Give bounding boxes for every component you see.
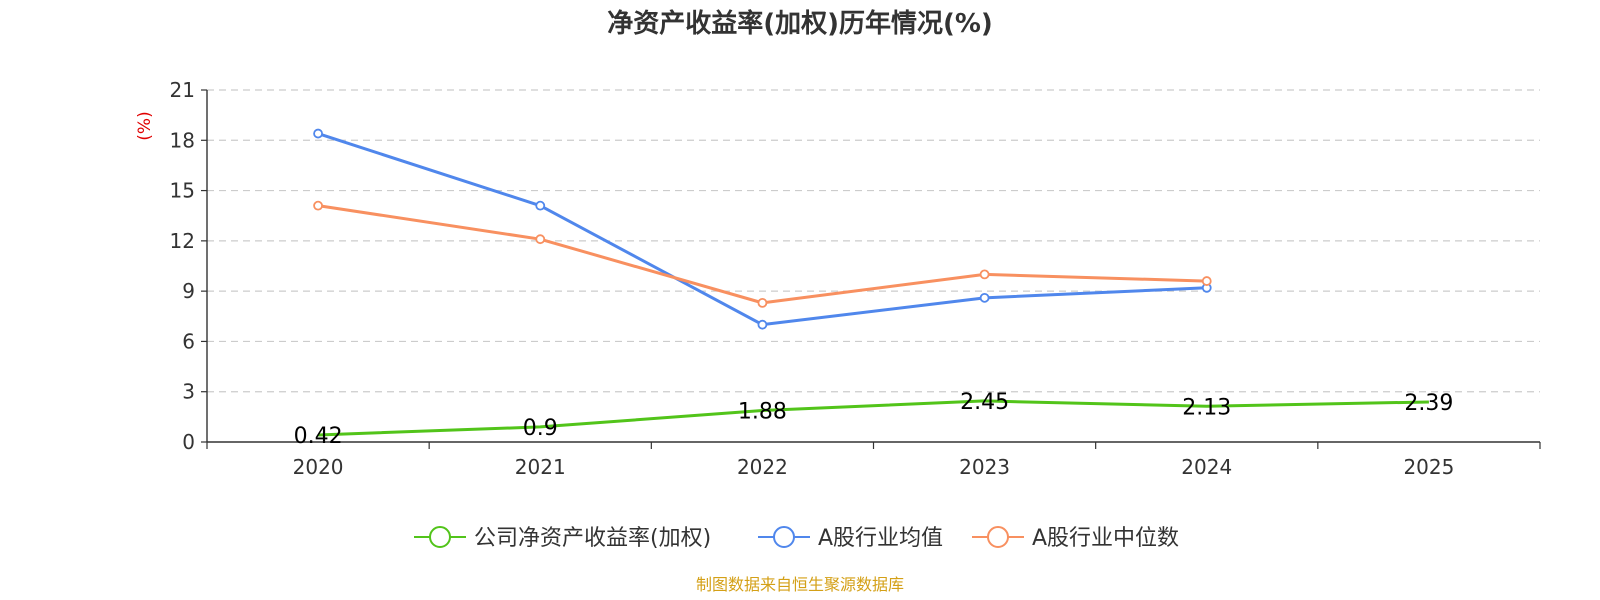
legend-marker-2 <box>987 526 1009 548</box>
x-tick-label-2022: 2022 <box>737 455 788 479</box>
series-2 <box>313 200 1212 308</box>
legend[interactable]: 公司净资产收益率(加权) A股行业均值 A股行业中位数 <box>414 526 1179 551</box>
y-tick-label: 6 <box>182 329 195 353</box>
data-label-2025: 2.39 <box>1404 391 1453 416</box>
axes: 0 3 6 9 12 15 18 21 2020 2021 2022 2023 2024 2025 <box>170 78 1541 479</box>
series-point-1-2022[interactable] <box>757 319 768 330</box>
data-label-2024: 2.13 <box>1182 395 1231 420</box>
data-labels: 0.42 0.9 1.88 2.45 2.13 2.39 <box>294 390 1454 449</box>
series-point-1-2020[interactable] <box>313 128 323 139</box>
y-tick-label: 21 <box>170 78 195 102</box>
y-tick-label: 15 <box>170 179 195 203</box>
legend-label-1: A股行业均值 <box>818 526 943 551</box>
series-1 <box>313 128 1212 330</box>
data-label-2021: 0.9 <box>523 416 558 441</box>
y-tick-label: 0 <box>182 430 195 454</box>
series-point-1-2023[interactable] <box>979 292 990 303</box>
series-0 <box>318 399 1429 437</box>
legend-item-0[interactable]: 公司净资产收益率(加权) <box>414 526 711 551</box>
y-tick-label: 3 <box>182 380 195 404</box>
y-tick-label: 9 <box>182 279 195 303</box>
chart-title: 净资产收益率(加权)历年情况(%) <box>607 8 993 39</box>
series-point-2-2021[interactable] <box>535 234 546 245</box>
series-point-2-2023[interactable] <box>979 269 990 280</box>
series-line-2 <box>317 204 1207 305</box>
source-note: 制图数据来自恒生聚源数据库 <box>696 575 904 594</box>
series-point-2-2022[interactable] <box>757 297 768 308</box>
series-point-1-2021[interactable] <box>535 200 546 211</box>
series-layer <box>313 128 1429 437</box>
legend-item-1[interactable]: A股行业均值 <box>758 526 943 551</box>
x-tick-label-2021: 2021 <box>515 455 566 479</box>
series-point-2-2024[interactable] <box>1201 276 1212 286</box>
legend-marker-0 <box>429 526 451 548</box>
grid-lines <box>207 89 1540 393</box>
legend-label-2: A股行业中位数 <box>1032 526 1179 551</box>
y-tick-label: 18 <box>170 128 195 152</box>
y-tick-label: 12 <box>170 229 195 253</box>
series-line-1 <box>317 132 1207 327</box>
data-label-2022: 1.88 <box>738 399 787 424</box>
x-tick-label-2020: 2020 <box>293 455 344 479</box>
legend-item-2[interactable]: A股行业中位数 <box>972 526 1179 551</box>
series-line-0 <box>318 399 1429 437</box>
data-label-2020: 0.42 <box>294 424 343 449</box>
x-tick-label-2025: 2025 <box>1403 455 1454 479</box>
legend-marker-1 <box>773 526 795 548</box>
x-tick-label-2023: 2023 <box>959 455 1010 479</box>
y-axis-label: (%) <box>135 111 155 140</box>
x-tick-label-2024: 2024 <box>1181 455 1232 479</box>
legend-label-0: 公司净资产收益率(加权) <box>474 526 711 551</box>
series-point-2-2020[interactable] <box>313 200 323 211</box>
data-label-2023: 2.45 <box>960 390 1009 415</box>
